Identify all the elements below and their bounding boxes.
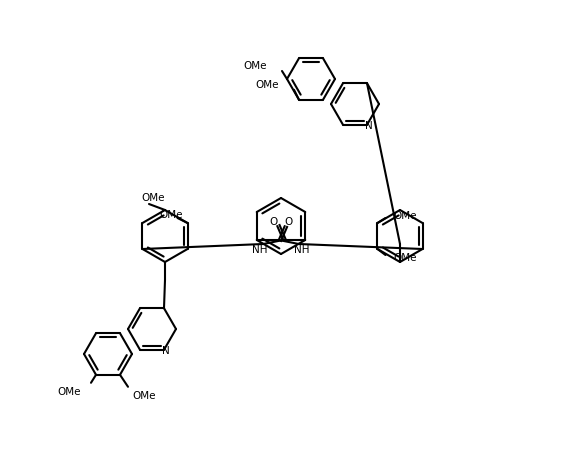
Text: OMe: OMe [57,386,81,396]
Text: O: O [284,216,293,226]
Text: OMe: OMe [255,80,279,90]
Text: N: N [162,345,170,355]
Text: OMe: OMe [132,390,156,400]
Text: NH: NH [252,244,268,254]
Text: O: O [269,216,278,226]
Text: NH: NH [294,244,310,254]
Text: N: N [365,120,373,130]
Text: OMe: OMe [141,193,165,202]
Text: OMe: OMe [394,253,417,262]
Text: OMe: OMe [394,211,417,221]
Text: OMe: OMe [243,61,267,71]
Text: OMe: OMe [160,210,183,220]
